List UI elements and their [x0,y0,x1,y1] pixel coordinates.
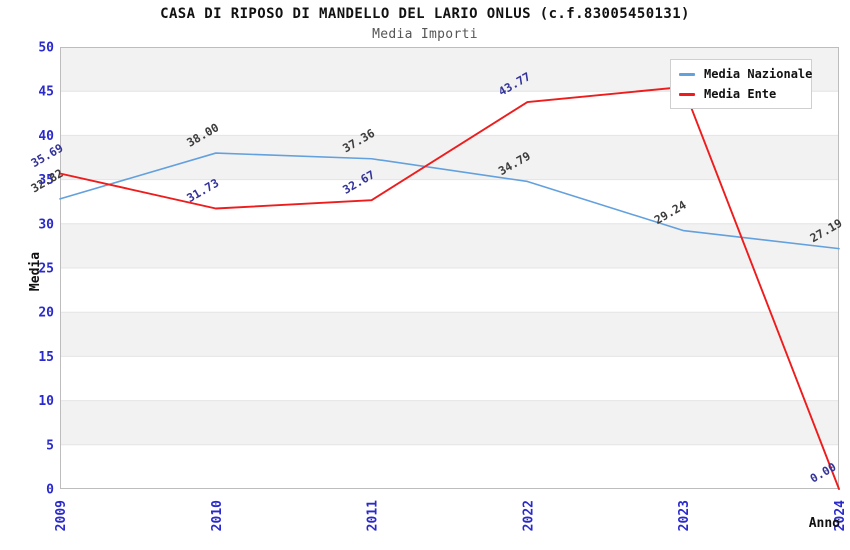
y-tick-label: 35 [38,173,54,188]
legend-item-media-nazionale: Media Nazionale [679,64,813,84]
chart-subtitle: Media Importi [372,27,478,42]
x-axis-title: Anno [808,516,840,531]
grid-band [60,135,839,180]
y-tick-label: 25 [38,262,54,277]
series-line-media-ente [59,86,840,490]
legend-swatch-media-nazionale [679,72,695,76]
y-tick-label: 5 [46,438,54,453]
data-label: 35.69 [29,141,66,170]
y-tick-label: 40 [38,129,54,144]
y-tick-label: 15 [38,350,54,365]
x-tick-label: 2011 [366,500,381,531]
grid-band [60,400,839,445]
x-tick-label: 2010 [210,500,225,531]
x-tick-label: 2009 [54,500,69,531]
plot-border [60,47,839,489]
grid-band [60,312,839,357]
x-tick-label: 2024 [833,500,848,531]
legend-label-media-ente: Media Ente [704,87,777,101]
x-tick-label: 2023 [677,500,692,531]
grid-band [60,223,839,268]
legend: Media Nazionale Media Ente [670,59,812,109]
y-tick-label: 0 [46,483,54,498]
chart-title: CASA DI RIPOSO DI MANDELLO DEL LARIO ONL… [160,6,690,22]
y-tick-label: 45 [38,85,54,100]
legend-swatch-media-ente [679,92,695,96]
y-tick-label: 50 [38,41,54,56]
y-axis-title: Media [28,251,44,292]
y-tick-label: 30 [38,217,54,232]
y-tick-label: 10 [38,394,54,409]
legend-item-media-ente: Media Ente [679,84,811,104]
data-label: 32.82 [29,166,66,195]
series-line-media-nazionale [59,152,840,250]
y-tick-label: 20 [38,306,54,321]
legend-label-media-nazionale: Media Nazionale [704,67,813,81]
x-tick-label: 2022 [521,500,536,531]
